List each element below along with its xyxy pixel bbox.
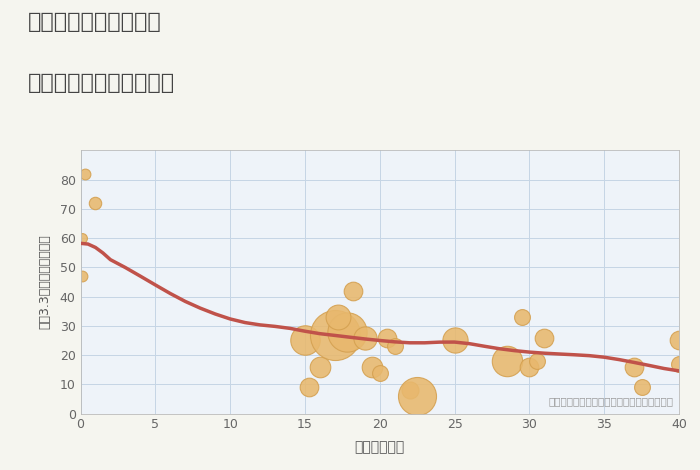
Point [389,343,400,350]
Point [304,384,315,391]
X-axis label: 築年数（年）: 築年数（年） [355,440,405,454]
Point [347,287,358,295]
Point [76,235,88,242]
Point [76,273,88,280]
Point [382,334,393,341]
Point [636,384,648,391]
Point [629,363,640,370]
Point [79,170,90,178]
Point [673,360,685,368]
Point [501,357,512,365]
Point [673,337,685,344]
Point [539,334,550,341]
Text: 三重県松阪市萌木町の: 三重県松阪市萌木町の [28,12,162,32]
Point [359,334,370,341]
Point [314,363,326,370]
Point [374,369,385,376]
Point [341,328,352,336]
Text: 築年数別中古戸建て価格: 築年数別中古戸建て価格 [28,73,175,93]
Point [404,386,415,394]
Text: 円の大きさは、取引のあった物件面積を示す: 円の大きさは、取引のあった物件面積を示す [548,396,673,406]
Point [90,199,101,207]
Point [517,313,528,321]
Point [329,331,340,338]
Point [449,337,460,344]
Point [332,313,344,321]
Point [412,392,423,400]
Y-axis label: 坪（3.3㎡）単価（万円）: 坪（3.3㎡）単価（万円） [38,235,51,329]
Point [300,337,311,344]
Point [524,363,535,370]
Point [367,363,378,370]
Point [531,357,542,365]
